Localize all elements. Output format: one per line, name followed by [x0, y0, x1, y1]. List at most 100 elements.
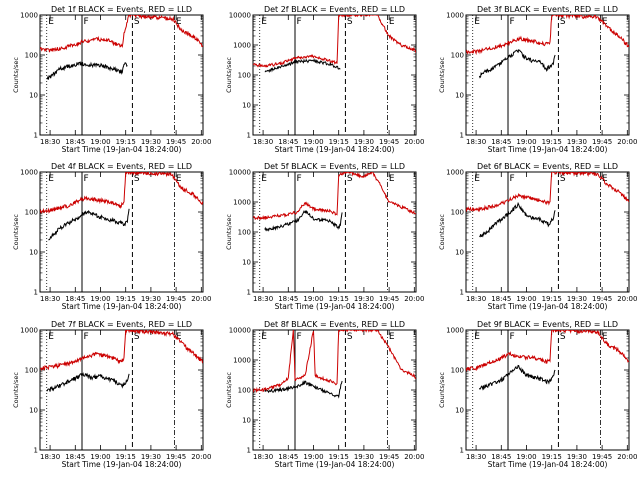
plot-frame: [39, 171, 204, 293]
y-tick-label: 10000: [229, 327, 251, 335]
x-tick-label: 18:30: [40, 453, 60, 461]
x-tick-label: 18:45: [491, 295, 511, 303]
marker-label: S: [347, 174, 353, 184]
events-series-line: [479, 201, 556, 238]
x-axis-label: Start Time (19-Jan-04 18:24:00): [488, 145, 608, 154]
y-tick-label: 1: [247, 447, 251, 455]
x-tick-label: 18:30: [40, 295, 60, 303]
y-tick-label: 100: [238, 72, 251, 80]
marker-label: E: [474, 17, 480, 27]
x-axis-label: Start Time (19-Jan-04 18:24:00): [488, 302, 608, 311]
y-tick-label: 1: [247, 289, 251, 297]
y-tick-label: 10000: [229, 169, 251, 177]
chart-panel-7: Det 7f BLACK = Events, RED = LLD 1 10 100 10…: [12, 320, 211, 469]
marker-label: E: [261, 174, 267, 184]
x-tick-label: 19:45: [166, 295, 186, 303]
y-tick-label: 100: [238, 229, 251, 237]
y-tick-label: 10: [455, 249, 464, 257]
marker-label: S: [134, 174, 140, 184]
events-series-line: [478, 364, 556, 391]
x-tick-label: 19:30: [567, 138, 587, 146]
chart-panel-4: Det 4f BLACK = Events, RED = LLD 1 10 100 10…: [12, 162, 211, 311]
x-tick-label: 19:30: [567, 453, 587, 461]
y-axis-label: Counts/sec: [438, 57, 446, 93]
chart-title: Det 5f BLACK = Events, RED = LLD: [264, 162, 405, 171]
y-axis-label: Counts/sec: [12, 57, 20, 93]
chart-panel-8: Det 8f BLACK = Events, RED = LLD 1 10 100 10…: [225, 320, 424, 469]
events-series-line: [264, 210, 343, 232]
y-tick-label: 10: [242, 259, 251, 267]
x-tick-label: 18:30: [253, 453, 273, 461]
marker-label: S: [560, 174, 566, 184]
marker-label: F: [297, 332, 302, 342]
marker-label: S: [134, 332, 140, 342]
marker-label: E: [48, 17, 54, 27]
y-tick-label: 1000: [233, 42, 251, 50]
y-tick-label: 1000: [20, 327, 38, 335]
x-tick-label: 19:00: [516, 138, 536, 146]
y-axis-label: Counts/sec: [438, 372, 446, 408]
y-axis-label: Counts/sec: [225, 214, 233, 250]
marker-label: E: [474, 332, 480, 342]
marker-label: S: [134, 17, 140, 27]
plot-frame: [465, 14, 630, 136]
marker-label: F: [84, 174, 89, 184]
x-axis-label: Start Time (19-Jan-04 18:24:00): [62, 460, 182, 469]
chart-title: Det 1f BLACK = Events, RED = LLD: [51, 5, 192, 14]
y-tick-label: 1000: [446, 169, 464, 177]
marker-label: E: [602, 332, 608, 342]
x-tick-label: 19:00: [516, 453, 536, 461]
x-tick-label: 19:45: [379, 453, 399, 461]
y-axis-label: Counts/sec: [225, 372, 233, 408]
x-tick-label: 18:30: [466, 295, 486, 303]
x-tick-label: 20:00: [404, 138, 424, 146]
y-axis-label: Counts/sec: [225, 57, 233, 93]
marker-label: F: [84, 17, 89, 27]
chart-title: Det 6f BLACK = Events, RED = LLD: [477, 162, 618, 171]
x-tick-label: 19:00: [516, 295, 536, 303]
y-tick-label: 100: [451, 52, 464, 60]
x-tick-label: 19:15: [329, 295, 349, 303]
x-axis-label: Start Time (19-Jan-04 18:24:00): [275, 145, 395, 154]
y-tick-label: 1000: [233, 357, 251, 365]
y-tick-label: 1: [460, 289, 464, 297]
y-tick-label: 1: [460, 447, 464, 455]
x-tick-label: 19:00: [90, 295, 110, 303]
marker-label: E: [176, 17, 182, 27]
x-tick-label: 18:45: [65, 295, 85, 303]
marker-label: E: [602, 174, 608, 184]
marker-label: S: [560, 17, 566, 27]
marker-label: F: [510, 174, 515, 184]
plot-frame: [39, 14, 204, 136]
x-tick-label: 19:00: [303, 453, 323, 461]
marker-label: S: [560, 332, 566, 342]
y-tick-label: 10: [455, 407, 464, 415]
x-tick-label: 19:15: [542, 453, 562, 461]
lld-series-line: [253, 172, 416, 221]
events-series-line: [46, 60, 128, 80]
marker-label: E: [261, 17, 267, 27]
plot-frame: [252, 171, 417, 293]
y-axis-label: Counts/sec: [438, 214, 446, 250]
marker-label: E: [176, 332, 182, 342]
y-tick-label: 1000: [446, 12, 464, 20]
x-tick-label: 18:30: [466, 138, 486, 146]
y-tick-label: 1000: [446, 327, 464, 335]
y-tick-label: 10: [242, 102, 251, 110]
chart-panel-9: Det 9f BLACK = Events, RED = LLD 1 10 100 10…: [438, 320, 637, 469]
marker-label: S: [347, 17, 353, 27]
chart-title: Det 7f BLACK = Events, RED = LLD: [51, 320, 192, 329]
x-tick-label: 19:45: [166, 453, 186, 461]
lld-series-line: [253, 330, 416, 394]
y-tick-label: 1000: [20, 12, 38, 20]
plot-frame: [465, 329, 630, 451]
x-tick-label: 19:15: [542, 295, 562, 303]
events-series-line: [478, 49, 556, 79]
x-tick-label: 20:00: [617, 453, 637, 461]
x-tick-label: 18:45: [278, 295, 298, 303]
plot-frame: [39, 329, 204, 451]
x-tick-label: 20:00: [191, 138, 211, 146]
x-tick-label: 19:45: [379, 138, 399, 146]
lld-series-line: [253, 15, 416, 68]
